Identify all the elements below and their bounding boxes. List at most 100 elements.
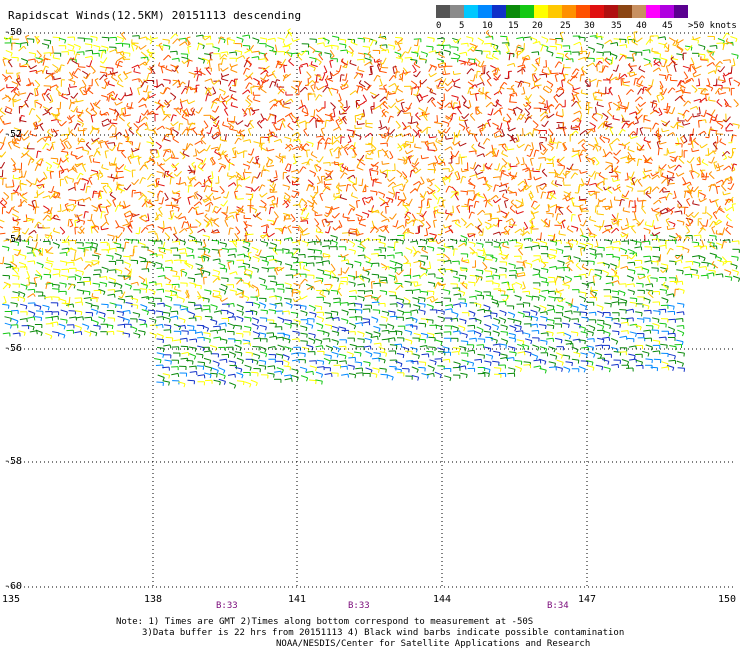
wind-barb-flag [658,199,662,204]
wind-barb-flag [73,51,76,55]
wind-barb [437,161,445,165]
scale-swatch [534,5,548,18]
wind-barb [387,181,394,188]
wind-barb [692,203,700,206]
wind-barb [604,59,611,66]
wind-barb [193,181,200,187]
wind-barb [202,157,207,165]
wind-barb-flag [279,65,283,69]
wind-barb [469,84,476,90]
wind-barb [243,60,248,68]
wind-barb [540,44,544,52]
wind-barb-flag [445,209,447,214]
wind-barb-flag [592,92,597,94]
wind-barb-flag [209,177,214,180]
wind-barb [371,169,379,172]
wind-barb [421,94,429,99]
wind-barb [460,190,468,193]
wind-barb [453,85,461,89]
wind-barb [106,90,114,96]
wind-barb-flag [174,215,178,219]
wind-barb-flag [162,173,164,177]
wind-barb [357,52,365,55]
wind-barb [49,84,57,89]
wind-barb-flag [425,53,428,58]
wind-barb [315,74,318,82]
wind-barb-flag [625,55,627,60]
wind-barb-flag [707,49,709,54]
wind-barb-flag [290,98,294,103]
wind-barb [554,103,560,110]
wind-barb-flag [515,210,518,214]
wind-barb [627,149,635,153]
wind-barb [686,199,691,207]
wind-barb-flag [273,195,276,200]
wind-barb-flag [612,69,617,72]
wind-barb [733,79,740,84]
wind-barb-flag [7,95,11,100]
wind-barb [35,121,39,129]
wind-barb [490,108,494,116]
wind-barb-flag [168,54,172,58]
wind-barb [469,114,476,121]
wind-barb [129,87,133,95]
wind-barb-flag [144,160,148,164]
wind-barb [541,71,549,75]
wind-barb-flag [339,162,344,165]
wind-barb-flag [726,32,730,36]
wind-barb [529,190,534,198]
wind-barb [472,45,478,52]
wind-barb [619,44,627,47]
wind-barb [442,120,450,124]
wind-barb [626,172,629,180]
wind-barb [200,131,205,138]
wind-barb [195,34,203,37]
wind-barb [41,43,49,46]
wind-barb [13,144,21,149]
wind-barb-flag [373,39,377,42]
wind-barb-flag [242,55,246,59]
wind-barb-flag [499,130,502,134]
wind-barb-flag [115,61,118,65]
wind-barb-flag [48,195,51,200]
wind-barb-flag [580,89,583,94]
wind-barb-flag [277,60,279,65]
wind-barb [243,67,247,75]
wind-barb [665,74,669,82]
wind-barb [115,220,120,227]
wind-barb-flag [670,125,674,129]
wind-barb-flag [373,58,376,63]
wind-barb [65,155,69,163]
wind-barb [476,109,483,115]
wind-barb-flag [64,175,68,178]
wind-barb [613,179,621,182]
wind-barb-flag [78,46,81,51]
wind-barb [548,128,554,135]
wind-barb-flag [558,72,563,75]
wind-barb-flag [604,120,609,123]
wind-barb [241,108,247,115]
wind-barb [327,170,334,176]
wind-barb [529,158,533,166]
wind-barb [454,150,460,158]
wind-barb [148,54,156,60]
wind-barb [450,192,456,199]
wind-barb-flag [342,213,345,218]
wind-barb [173,190,181,195]
wind-barb [101,94,109,98]
wind-barb [156,171,164,174]
wind-barb [1,197,8,204]
wind-barb [138,115,142,123]
wind-barb-flag [433,38,435,43]
wind-barb-flag [694,89,698,93]
wind-barb-flag [70,109,74,113]
wind-barb [522,167,530,171]
wind-barb [557,164,565,167]
wind-barb-flag [189,143,194,147]
wind-barb [161,197,164,205]
wind-barb [139,177,144,184]
wind-barb [172,138,179,144]
wind-barb-flag [477,62,481,66]
wind-barb-flag [122,112,125,117]
wind-barb [715,186,718,194]
